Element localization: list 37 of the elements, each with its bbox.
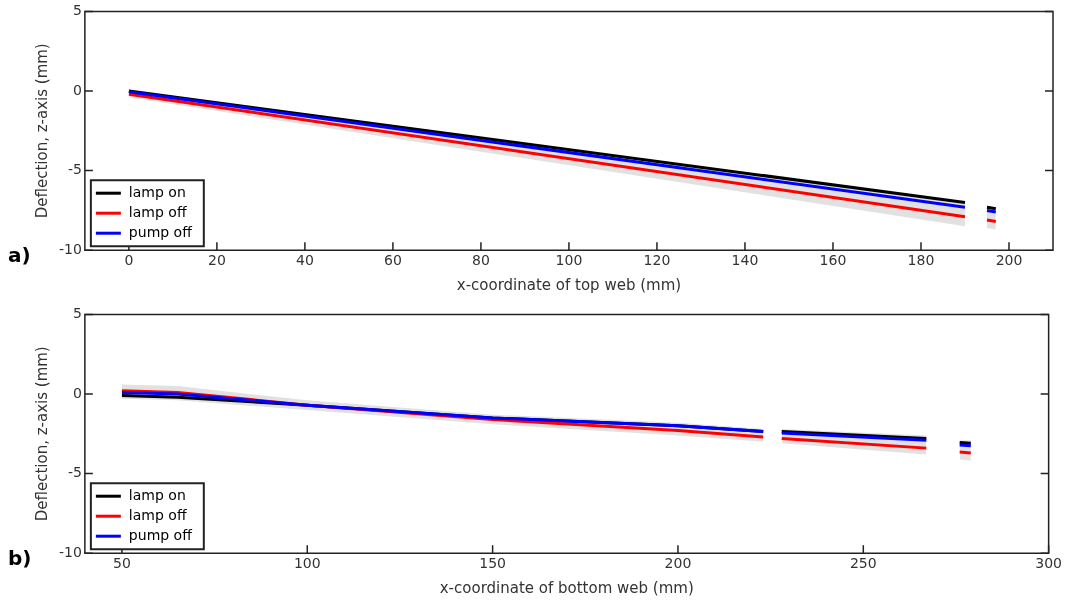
- y-tick-label: 5: [72, 305, 82, 322]
- y-axis-title: Deflection, z-axis (mm): [32, 43, 51, 219]
- y-tick-label: -5: [67, 464, 82, 481]
- x-tick-label: 20: [207, 252, 226, 269]
- legend-label: lamp off: [128, 506, 187, 523]
- text: a): [8, 243, 31, 268]
- y-axis-title: Deflection, z-axis (mm): [32, 346, 51, 522]
- x-tick-label: 200: [664, 555, 692, 572]
- y-tick-label: 5: [72, 2, 82, 19]
- x-axis-title: x-coordinate of top web (mm): [456, 275, 682, 294]
- x-tick-label: 140: [731, 252, 759, 269]
- legend-label: pump off: [128, 223, 193, 240]
- legend-label: lamp on: [128, 486, 186, 503]
- x-axis-title: x-coordinate of bottom web (mm): [439, 578, 694, 597]
- x-tick-label: 250: [849, 555, 877, 572]
- x-tick-label: 180: [907, 252, 935, 269]
- x-tick-label: 150: [479, 555, 506, 572]
- x-tick-label: 100: [555, 252, 583, 269]
- legend-label: lamp on: [128, 183, 186, 200]
- x-tick-label: 50: [113, 555, 131, 572]
- y-tick-label: 0: [72, 384, 82, 401]
- x-tick-label: 200: [995, 252, 1023, 269]
- x-tick-label: 100: [293, 555, 321, 572]
- x-tick-label: 0: [124, 252, 134, 269]
- x-tick-label: 80: [472, 252, 490, 269]
- legend-label: lamp off: [128, 203, 187, 220]
- x-tick-label: 120: [643, 252, 671, 269]
- x-tick-label: 60: [383, 252, 402, 269]
- y-tick-label: 0: [72, 81, 82, 98]
- x-tick-label: 300: [1035, 555, 1063, 572]
- x-tick-label: 160: [819, 252, 847, 269]
- legend-label: pump off: [128, 526, 193, 543]
- y-tick-label: -10: [58, 543, 82, 560]
- y-tick-label: -5: [67, 161, 82, 178]
- y-tick-label: -10: [58, 240, 82, 257]
- x-tick-label: 40: [295, 252, 314, 269]
- text: b): [8, 546, 32, 571]
